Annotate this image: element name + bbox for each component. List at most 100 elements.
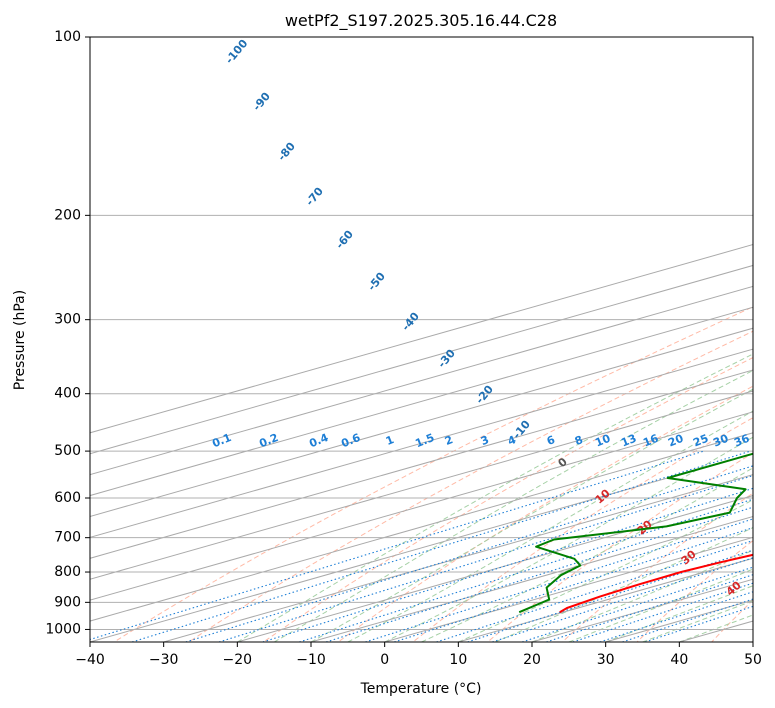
dry-adiabat-label: -40 <box>399 310 422 334</box>
isotherm <box>531 578 753 642</box>
isotherm <box>90 327 753 517</box>
x-tick-label: −40 <box>75 652 105 668</box>
mixing-ratio-label: 0.2 <box>257 431 280 450</box>
x-tick-label: 50 <box>744 652 762 668</box>
isotherm <box>752 641 753 642</box>
dry-adiabat-label: -60 <box>333 228 356 252</box>
moist-adiabat <box>531 549 753 642</box>
x-tick-label: 40 <box>670 652 688 668</box>
mixing-ratio-label: 20 <box>666 432 685 450</box>
dry-adiabat <box>188 330 753 642</box>
dry-adiabat-label: -80 <box>275 140 298 164</box>
mixing-ratio-line <box>436 539 753 642</box>
dry-adiabat <box>487 452 753 642</box>
moist-adiabats <box>237 353 753 642</box>
isotherms <box>90 243 753 642</box>
plot-area: -100-90-80-70-60-50-40-30-20-100.1 0.2 0.4… <box>90 37 753 642</box>
chart-title: wetPf2_S197.2025.305.16.44.C28 <box>285 11 557 31</box>
y-tick-label: 100 <box>54 29 81 45</box>
dry-adiabat <box>711 599 753 642</box>
mixing-ratio-label: 13 <box>619 432 638 450</box>
x-tick-label: −30 <box>149 652 179 668</box>
moist-adiabat <box>642 600 753 642</box>
moist-adiabat <box>384 436 753 642</box>
moist-adiabat-label: 10 <box>593 486 613 506</box>
y-tick-label: 300 <box>54 312 81 328</box>
mixing-ratio-label: 2 <box>443 433 455 448</box>
isotherm <box>90 453 753 642</box>
y-tick-label: 600 <box>54 490 81 506</box>
y-tick-label: 800 <box>54 564 81 580</box>
isotherm <box>90 243 753 434</box>
isotherm <box>90 369 753 559</box>
dewpoint-profile-line <box>518 452 753 614</box>
dry-adiabat <box>636 539 753 642</box>
isotherm <box>90 285 753 476</box>
isotherm <box>90 264 753 455</box>
mixing-ratio-label: 30 <box>711 432 730 450</box>
x-tick-label: −20 <box>223 652 253 668</box>
dry-adiabat-label: -100 <box>223 37 251 67</box>
moist-adiabat <box>237 353 753 642</box>
mixing-ratio-label: 0.6 <box>339 431 362 450</box>
dry-adiabat <box>113 306 753 642</box>
mixing-ratio-line <box>644 605 753 642</box>
dry-adiabat <box>412 417 753 642</box>
mixing-ratio-line <box>365 518 753 642</box>
moist-adiabat <box>273 369 753 642</box>
profile-series <box>518 452 753 614</box>
dry-adiabat <box>263 357 753 642</box>
mixing-ratio-label: 6 <box>545 433 557 448</box>
temperature-profile-line <box>559 553 753 614</box>
x-tick-label: 0 <box>380 652 389 668</box>
isotherm <box>163 474 753 642</box>
x-tick-label: −10 <box>296 652 326 668</box>
isotherm <box>90 390 753 580</box>
dry-adiabat <box>561 492 753 642</box>
mixing-ratio-line <box>218 474 753 642</box>
mixing-ratio-label: 16 <box>641 432 660 450</box>
moist-adiabat <box>421 467 753 642</box>
moist-adiabat-label: 30 <box>679 547 699 567</box>
mixing-ratio-line <box>599 591 753 642</box>
mixing-ratio-line <box>622 598 753 642</box>
mixing-ratio-label: 8 <box>573 433 585 448</box>
y-axis: 100 200 300 400 500 600 700 800 900 1000 <box>45 29 90 637</box>
moist-adiabat <box>568 568 753 642</box>
mixing-ratio-label: 25 <box>691 432 710 450</box>
isotherm <box>90 411 753 601</box>
y-tick-label: 500 <box>54 443 81 459</box>
y-tick-label: 1000 <box>45 621 81 637</box>
isotherm <box>458 557 753 642</box>
mixing-ratio-label: 0.1 <box>210 431 233 450</box>
x-axis-label: Temperature (°C) <box>360 681 482 697</box>
mixing-ratio-line <box>90 450 704 641</box>
y-axis-label: Pressure (hPa) <box>12 290 28 390</box>
isobars <box>90 37 753 630</box>
x-tick-label: 10 <box>449 652 467 668</box>
mixing-ratio-label: 1 <box>384 433 396 448</box>
mixing-ratio-label: 0.4 <box>307 431 330 450</box>
y-tick-label: 200 <box>54 207 81 223</box>
dry-adiabat-label: -90 <box>250 90 273 114</box>
mixing-ratio-label: 3 <box>479 433 491 448</box>
y-tick-label: 400 <box>54 386 81 402</box>
dry-adiabat-label: -70 <box>303 185 326 209</box>
isotherm <box>90 432 753 622</box>
x-tick-label: 20 <box>523 652 541 668</box>
isotherm <box>90 306 753 497</box>
mixing-ratio-label: 36 <box>732 432 751 450</box>
x-tick-label: 30 <box>597 652 615 668</box>
mixing-ratio-line <box>325 506 753 642</box>
dry-adiabat-label: -50 <box>365 270 388 294</box>
x-axis: −40 −30 −20 −10 0 10 20 30 40 50 <box>75 642 762 668</box>
isotherm <box>679 620 753 642</box>
mixing-ratio-label: 1.5 <box>413 431 436 450</box>
isotherm <box>384 536 753 642</box>
line-labels: -100-90-80-70-60-50-40-30-20-100.1 0.2 0.4… <box>210 37 751 599</box>
mixing-ratio-label: 10 <box>593 432 612 450</box>
isotherm <box>310 515 753 642</box>
isotherm <box>237 495 753 642</box>
plot-frame <box>89 36 754 643</box>
